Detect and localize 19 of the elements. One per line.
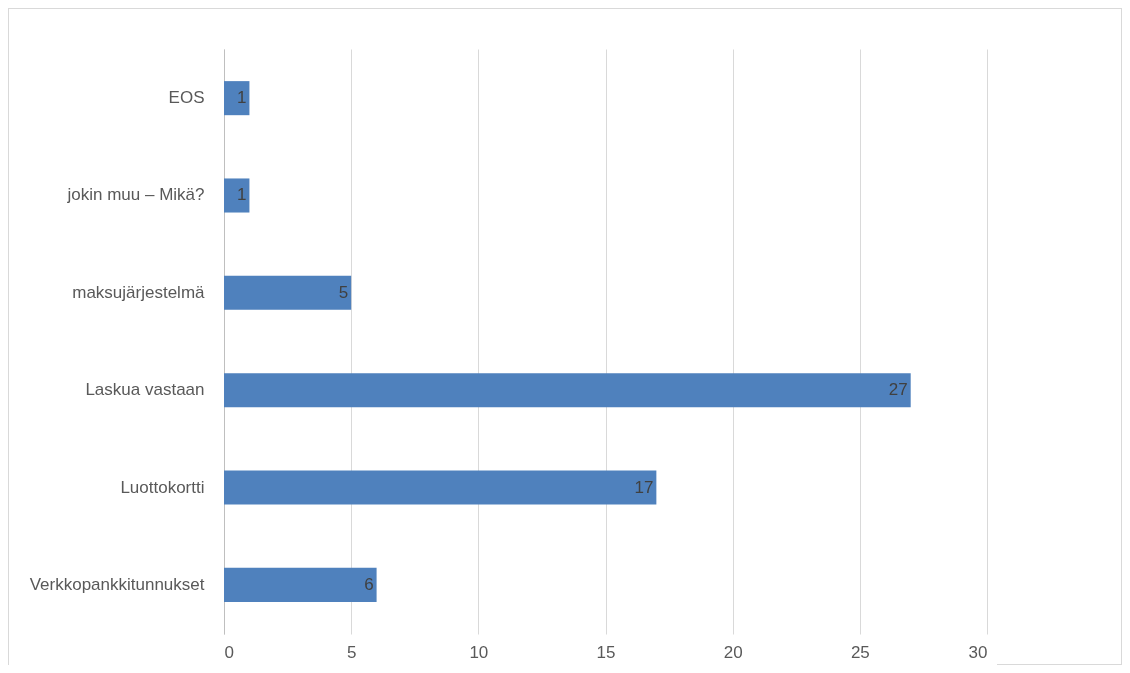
y-tick-label: Luottokortti bbox=[120, 477, 205, 497]
data-label: 5 bbox=[338, 282, 349, 302]
x-tick-label: 15 bbox=[596, 642, 616, 662]
data-label: 27 bbox=[888, 380, 908, 400]
x-tick-label: 30 bbox=[968, 642, 988, 662]
y-tick-label: EOS bbox=[168, 88, 205, 108]
data-label: 17 bbox=[634, 477, 654, 497]
x-tick-label: 5 bbox=[346, 642, 357, 662]
x-tick-label: 10 bbox=[469, 642, 489, 662]
y-tick-label: Laskua vastaan bbox=[85, 380, 205, 400]
x-tick-label: 20 bbox=[723, 642, 743, 662]
x-tick-label: 25 bbox=[850, 642, 870, 662]
x-tick-label: 0 bbox=[224, 642, 234, 662]
y-tick-label: Verkkopankkitunnukset bbox=[29, 574, 205, 594]
data-label: 1 bbox=[236, 88, 247, 108]
data-label: 6 bbox=[364, 574, 374, 594]
data-label: 1 bbox=[236, 185, 247, 205]
y-tick-label: jokin muu – Mikä? bbox=[66, 185, 205, 205]
y-tick-label: maksujärjestelmä bbox=[72, 282, 206, 302]
